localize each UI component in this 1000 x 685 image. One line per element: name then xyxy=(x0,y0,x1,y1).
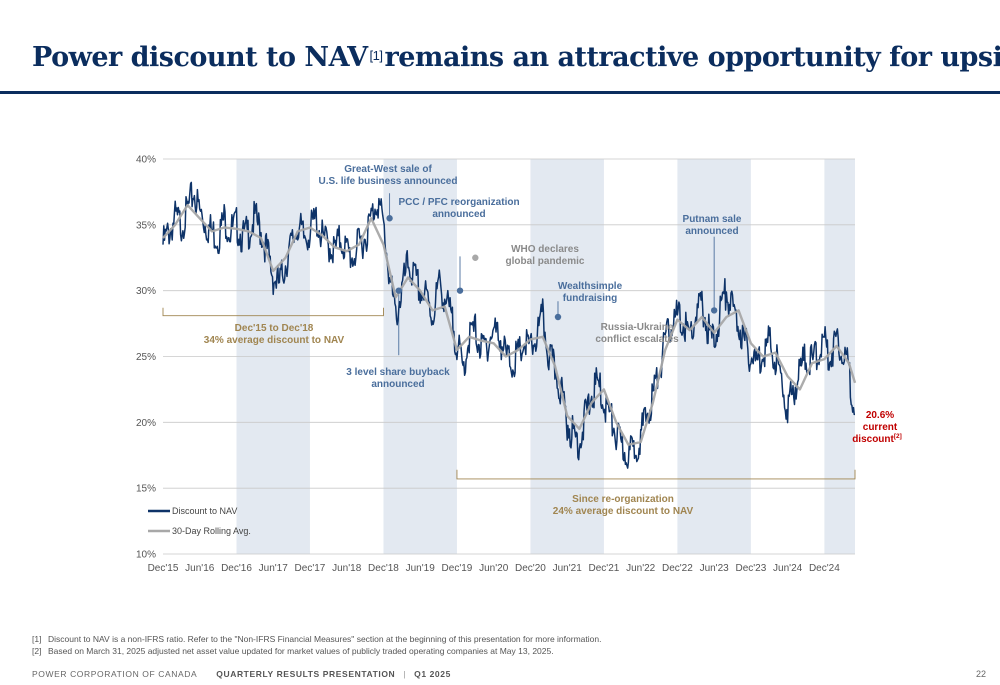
footnote-2: [2] Based on March 31, 2025 adjusted net … xyxy=(32,646,554,656)
x-tick-label-16: Dec'23 xyxy=(735,563,766,574)
series-lines xyxy=(162,181,857,469)
annotation-who-line-0: WHO declares xyxy=(511,244,579,255)
footer-separator: | xyxy=(403,669,407,679)
y-tick-label-1: 15% xyxy=(136,484,156,495)
annotation-russia: Russia-Ukraine conflict escalates xyxy=(595,322,679,345)
page-number: 22 xyxy=(975,669,986,679)
x-tick-label-14: Dec'22 xyxy=(662,563,693,574)
x-tick-label-5: Jun'18 xyxy=(332,563,362,574)
y-tick-label-0: 10% xyxy=(136,550,156,561)
x-tick-label-8: Dec'19 xyxy=(442,563,473,574)
annotation-period-1-line-0: Dec'15 to Dec'18 xyxy=(235,323,314,334)
annotation-who-line-1: global pandemic xyxy=(506,256,585,267)
annotation-buyback-line-0: 3 level share buyback xyxy=(346,367,450,378)
current-discount-value: 20.6% xyxy=(866,410,894,421)
y-tick-labels: 10% 15% 20% 25% 30% 35% 40% xyxy=(136,155,156,561)
legend: Discount to NAV 30-Day Rolling Avg. xyxy=(148,506,251,536)
period-brackets xyxy=(162,307,856,480)
footer-bar: POWER CORPORATION OF CANADA QUARTERLY RE… xyxy=(32,669,451,679)
annotation-putnam: Putnam sale announced xyxy=(683,214,742,237)
x-tick-label-6: Dec'18 xyxy=(368,563,399,574)
annotation-pcc-pfc: PCC / PFC reorganization announced xyxy=(398,197,519,220)
footer-company: POWER CORPORATION OF CANADA xyxy=(32,669,198,679)
series-line-rolling xyxy=(162,203,857,446)
x-tick-label-10: Dec'20 xyxy=(515,563,546,574)
current-discount-line-3: discount xyxy=(852,434,894,445)
x-tick-label-4: Dec'17 xyxy=(295,563,326,574)
x-tick-label-18: Dec'24 xyxy=(809,563,840,574)
event-marker-3 xyxy=(472,254,479,261)
footer-separator-space xyxy=(205,669,208,679)
title-footnote-ref: [1] xyxy=(369,48,383,63)
y-tick-label-5: 35% xyxy=(136,220,156,231)
footer-presentation: QUARTERLY RESULTS PRESENTATION xyxy=(216,669,396,679)
legend-label-rolling: 30-Day Rolling Avg. xyxy=(172,526,251,536)
x-tick-label-3: Jun'17 xyxy=(259,563,289,574)
discount-chart: 10% 15% 20% 25% 30% 35% 40% Dec'15 Jun'16 Dec'16… xyxy=(136,155,902,575)
annotation-period-1: Dec'15 to Dec'18 34% average discount to … xyxy=(204,323,345,346)
callout-lines xyxy=(389,193,715,356)
series-line-discount xyxy=(162,181,855,469)
annotation-great-west-line-1: U.S. life business announced xyxy=(319,176,458,187)
annotation-pcc-pfc-line-1: announced xyxy=(432,209,485,220)
bracket-period-1 xyxy=(162,307,384,317)
annotations: Great-West sale of U.S. life business ann… xyxy=(204,164,902,517)
footnote-1-number: [1] xyxy=(32,634,42,644)
footnote-2-text: Based on March 31, 2025 adjusted net ass… xyxy=(48,646,554,656)
annotation-pcc-pfc-line-0: PCC / PFC reorganization xyxy=(398,197,519,208)
annotation-wealthsimple-line-1: fundraising xyxy=(563,293,617,304)
annotation-wealthsimple: Wealthsimple fundraising xyxy=(558,281,623,304)
event-marker-1 xyxy=(395,287,402,294)
x-tick-label-1: Jun'16 xyxy=(185,563,215,574)
bracket-period-2 xyxy=(456,469,856,480)
title-rule xyxy=(0,91,1000,94)
event-marker-4 xyxy=(554,313,562,321)
y-tick-label-3: 25% xyxy=(136,352,156,363)
annotation-period-2-line-1: 24% average discount to NAV xyxy=(553,506,694,517)
annotation-who: WHO declares global pandemic xyxy=(506,244,585,267)
x-tick-label-9: Jun'20 xyxy=(479,563,509,574)
title-part-1: Power discount to NAV xyxy=(32,42,368,73)
annotation-great-west-line-0: Great-West sale of xyxy=(344,164,432,175)
annotation-russia-line-1: conflict escalates xyxy=(595,334,679,345)
x-tick-label-17: Jun'24 xyxy=(773,563,803,574)
annotation-period-2-line-0: Since re-organization xyxy=(572,494,674,505)
current-discount-line-2: current xyxy=(863,422,898,433)
x-tick-label-15: Jun'23 xyxy=(700,563,730,574)
footer-quarter: Q1 2025 xyxy=(414,669,451,679)
annotation-great-west: Great-West sale of U.S. life business ann… xyxy=(319,164,458,187)
current-discount-label: 20.6% current discount[2] xyxy=(852,410,902,445)
current-discount-sup: [2] xyxy=(894,433,902,440)
footnote-1-text: Discount to NAV is a non-IFRS ratio. Ref… xyxy=(48,634,602,644)
event-markers xyxy=(386,215,718,321)
annotation-putnam-line-0: Putnam sale xyxy=(683,214,742,225)
legend-label-discount: Discount to NAV xyxy=(172,506,237,516)
footnote-1: [1] Discount to NAV is a non-IFRS ratio. … xyxy=(32,634,601,644)
annotation-period-2: Since re-organization 24% average discoun… xyxy=(553,494,694,517)
annotation-buyback-line-1: announced xyxy=(371,379,424,390)
event-marker-2 xyxy=(456,287,464,294)
x-tick-label-7: Jun'19 xyxy=(406,563,436,574)
page-title: Power discount to NAV [1]remains an attra… xyxy=(32,42,1000,73)
footnote-2-number: [2] xyxy=(32,646,42,656)
x-tick-label-11: Jun'21 xyxy=(553,563,583,574)
title-part-2: remains an attractive opportunity for up… xyxy=(384,42,1000,73)
annotation-russia-line-0: Russia-Ukraine xyxy=(601,322,674,333)
y-tick-label-4: 30% xyxy=(136,286,156,297)
event-marker-5 xyxy=(710,307,718,314)
y-tick-label-2: 20% xyxy=(136,418,156,429)
event-marker-0 xyxy=(386,215,393,222)
annotation-period-1-line-1: 34% average discount to NAV xyxy=(204,335,345,346)
x-tick-label-0: Dec'15 xyxy=(148,563,179,574)
annotation-buyback: 3 level share buyback announced xyxy=(346,367,450,390)
x-tick-label-2: Dec'16 xyxy=(221,563,252,574)
y-tick-label-6: 40% xyxy=(136,155,156,166)
annotation-putnam-line-1: announced xyxy=(685,226,738,237)
x-tick-label-12: Dec'21 xyxy=(589,563,620,574)
annotation-wealthsimple-line-0: Wealthsimple xyxy=(558,281,623,292)
x-tick-labels: Dec'15 Jun'16 Dec'16 Jun'17 Dec'17 Jun'18 Dec'… xyxy=(148,563,841,574)
x-tick-label-13: Jun'22 xyxy=(626,563,656,574)
